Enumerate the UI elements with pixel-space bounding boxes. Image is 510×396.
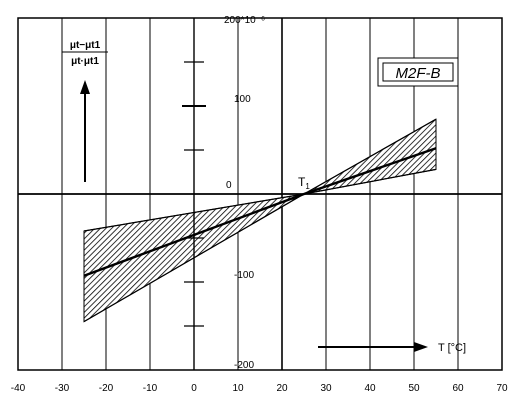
x-tick-label-70: 70 [496, 383, 508, 394]
x-tick-label-10: 10 [232, 383, 244, 394]
y-label-numerator: μt−μt1 [70, 40, 101, 51]
x-tick-label-0: 0 [191, 383, 197, 394]
x-tick-label-40: 40 [364, 383, 376, 394]
x-tick-label--30: -30 [55, 383, 70, 394]
x-axis-label-group: T [°C] [318, 342, 466, 354]
x-tick-label--10: -10 [143, 383, 158, 394]
y-unit-label: 200*10⁻⁶ [224, 15, 265, 26]
x-tick-label-60: 60 [452, 383, 464, 394]
x-tick-label-30: 30 [320, 383, 332, 394]
axes [18, 18, 502, 370]
x-axis-label: T [°C] [438, 342, 466, 354]
x-tick-labels: -40 -30 -20 -10 0 10 20 30 40 50 60 70 [11, 383, 508, 394]
badge-box: M2F-B [377, 57, 459, 87]
badge-label: M2F-B [396, 65, 441, 82]
reference-point-label: T1 [298, 175, 310, 191]
y-arrow-head [80, 80, 90, 94]
x-tick-label--40: -40 [11, 383, 26, 394]
y-tick-label-100: 100 [234, 94, 251, 105]
x-tick-label--20: -20 [99, 383, 114, 394]
y-tick-label--200: -200 [234, 360, 254, 371]
x-arrow-head [414, 342, 428, 352]
y-tick-label--100: -100 [234, 270, 254, 281]
x-tick-label-20: 20 [276, 383, 288, 394]
y-label-denominator: μt·μt1 [71, 56, 99, 67]
reference-point-letter: T [298, 175, 306, 189]
y-axis-label: μt−μt1 μt·μt1 [62, 40, 108, 182]
y-tick-labels: 100 0 -100 -200 [226, 94, 254, 371]
x-tick-label-50: 50 [408, 383, 420, 394]
reference-point-subscript: 1 [305, 182, 310, 191]
y-tick-label-0: 0 [226, 180, 232, 191]
reference-point: T1 [298, 175, 310, 191]
